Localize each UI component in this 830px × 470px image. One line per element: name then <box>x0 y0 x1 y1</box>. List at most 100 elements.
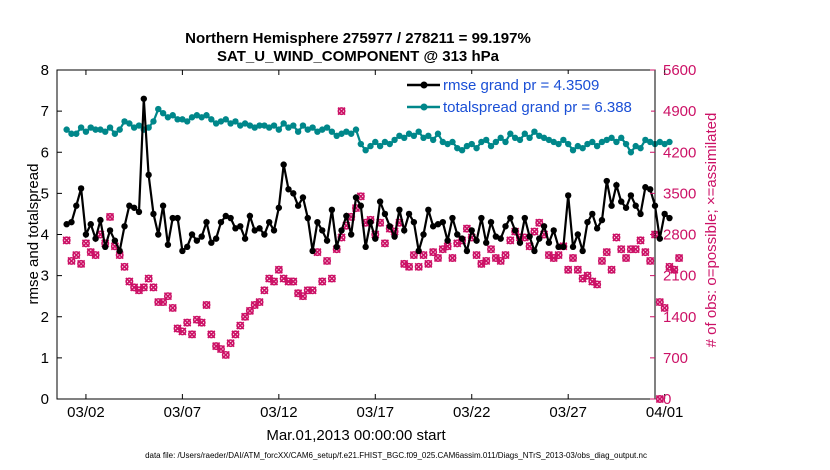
rmse-point <box>415 247 422 255</box>
rmse-point <box>526 233 533 240</box>
rmse-point <box>63 221 70 228</box>
y-right-tick-label: 700 <box>663 350 688 367</box>
rmse-point <box>251 227 258 234</box>
spread-point <box>560 136 567 144</box>
obs-possible-point <box>216 345 225 354</box>
rmse-point <box>256 225 263 232</box>
spread-point <box>135 122 143 129</box>
rmse-point <box>343 212 350 220</box>
obs-assimilated-point <box>337 107 346 116</box>
spread-point <box>92 126 99 133</box>
spread-point <box>314 128 321 135</box>
obs-assimilated-point <box>472 250 481 260</box>
obs-assimilated-point <box>231 330 240 339</box>
rmse-point <box>473 237 480 244</box>
rmse-point <box>155 231 162 238</box>
obs-assimilated-point <box>168 303 177 313</box>
rmse-point <box>198 233 205 240</box>
obs-assimilated-point <box>448 253 457 263</box>
rmse-point <box>159 202 167 209</box>
obs-possible-point <box>622 254 631 263</box>
obs-possible-point <box>641 248 650 257</box>
chart-title-line1: Northern Hemisphere 275977 / 278211 = 99… <box>185 30 531 47</box>
obs-possible-point <box>183 318 192 327</box>
rmse-point <box>208 239 215 246</box>
obs-possible-point <box>327 274 336 283</box>
rmse-point <box>483 239 490 246</box>
rmse-point <box>420 231 427 238</box>
rmse-point <box>241 235 249 242</box>
obs-possible-point <box>573 265 582 274</box>
obs-assimilated-point <box>187 330 197 339</box>
obs-possible-point <box>593 280 602 289</box>
obs-possible-point <box>149 283 158 292</box>
rmse-point <box>121 223 128 230</box>
rmse-point <box>270 227 278 234</box>
obs-possible-point <box>670 265 679 274</box>
rmse-point <box>188 231 196 238</box>
spread-point <box>483 136 490 144</box>
obs-assimilated-point <box>255 297 264 307</box>
spread-point <box>73 130 80 137</box>
y-left-tick-label: 3 <box>41 268 49 285</box>
legend-spread-label: totalspread grand pr = 6.388 <box>443 99 632 116</box>
spread-point <box>256 122 263 129</box>
obs-assimilated-point <box>443 242 452 251</box>
y-right-tick-label: 4200 <box>663 144 696 161</box>
obs-possible-point <box>188 330 197 339</box>
spread-point <box>526 134 533 142</box>
obs-assimilated-point <box>322 256 332 266</box>
spread-point <box>130 124 138 131</box>
rmse-point <box>608 202 615 209</box>
rmse-point <box>632 202 639 209</box>
obs-assimilated-point <box>149 283 158 292</box>
obs-possible-point <box>62 236 71 245</box>
spread-point <box>150 118 157 125</box>
obs-markers <box>62 107 684 404</box>
spread-point <box>179 116 186 123</box>
rmse-point <box>545 239 553 246</box>
obs-assimilated-point <box>202 300 211 310</box>
obs-assimilated-point <box>289 277 298 286</box>
spread-point <box>265 124 273 131</box>
obs-assimilated-point <box>81 239 91 248</box>
spread-point <box>121 118 128 125</box>
obs-assimilated-point <box>433 253 443 263</box>
rmse-point <box>73 202 80 209</box>
rmse-point <box>564 192 572 199</box>
obs-possible-point <box>221 350 230 359</box>
rmse-point <box>299 194 307 201</box>
obs-assimilated-point <box>675 253 684 263</box>
y-right-tick-label: 3500 <box>663 185 696 202</box>
rmse-point <box>362 243 369 251</box>
y-right-tick-label: 0 <box>663 391 671 408</box>
obs-assimilated-point <box>260 286 269 295</box>
spread-point <box>540 134 548 142</box>
spread-point <box>106 124 114 131</box>
spread-point <box>550 138 557 146</box>
spread-point <box>174 116 181 123</box>
obs-assimilated-point <box>308 286 317 295</box>
obs-possible-point <box>602 248 611 257</box>
rmse-point <box>135 208 143 216</box>
rmse-point <box>140 95 148 102</box>
spread-point <box>102 128 109 135</box>
spread-point <box>569 146 577 154</box>
spread-point <box>661 140 668 148</box>
obs-possible-point <box>535 218 544 227</box>
rmse-point <box>290 190 297 197</box>
spread-point <box>637 144 644 152</box>
rmse-point <box>376 198 384 205</box>
obs-possible-point <box>270 277 279 286</box>
spread-point <box>531 128 538 135</box>
obs-possible-point <box>202 300 211 309</box>
y-right-tick-label: 1400 <box>663 309 696 326</box>
obs-possible-point <box>67 256 76 265</box>
spread-point <box>603 136 610 144</box>
spread-point <box>184 118 191 125</box>
spread-point <box>497 134 504 142</box>
rmse-point <box>111 237 119 244</box>
rmse-point <box>487 218 495 226</box>
spread-point <box>208 116 215 123</box>
